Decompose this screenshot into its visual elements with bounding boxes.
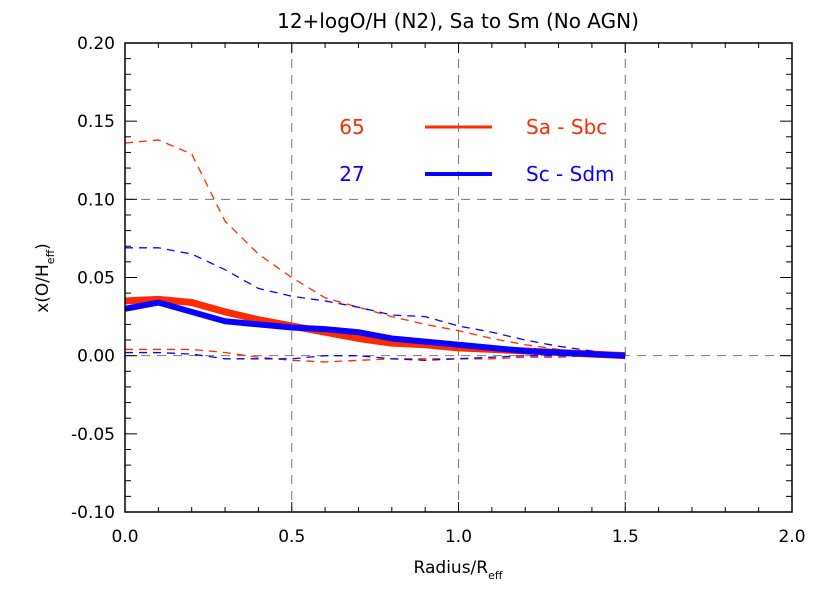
x-tick-label: 2.0 — [778, 527, 805, 547]
series-line-sc-sdm — [124, 299, 626, 359]
y-tick-label: -0.10 — [71, 503, 115, 523]
x-axis-label: Radius/Reff — [414, 558, 503, 582]
legend-label: Sa - Sbc — [526, 115, 607, 139]
y-tick-label: -0.05 — [71, 425, 115, 445]
legend-count: 27 — [339, 162, 364, 186]
x-tick-label: 0.5 — [278, 527, 305, 547]
y-tick-label: 0.05 — [77, 269, 115, 289]
y-axis-label: x(O/Heff) — [33, 243, 57, 313]
x-tick-label: 1.0 — [445, 527, 472, 547]
series-upper-sa-sbc — [124, 139, 626, 357]
y-tick-label: 0.15 — [77, 112, 115, 132]
legend-count: 65 — [339, 115, 364, 139]
y-tick-label: 0.20 — [77, 34, 115, 54]
series-line-sa-sbc — [124, 295, 626, 360]
chart-title: 12+logO/H (N2), Sa to Sm (No AGN) — [277, 9, 639, 33]
x-tick-label: 1.5 — [612, 527, 639, 547]
x-tick-label: 0.0 — [111, 527, 138, 547]
y-tick-label: 0.10 — [77, 190, 115, 210]
y-tick-label: 0.00 — [77, 347, 115, 367]
series-upper-sc-sdm — [125, 247, 626, 357]
legend-label: Sc - Sdm — [526, 162, 615, 186]
